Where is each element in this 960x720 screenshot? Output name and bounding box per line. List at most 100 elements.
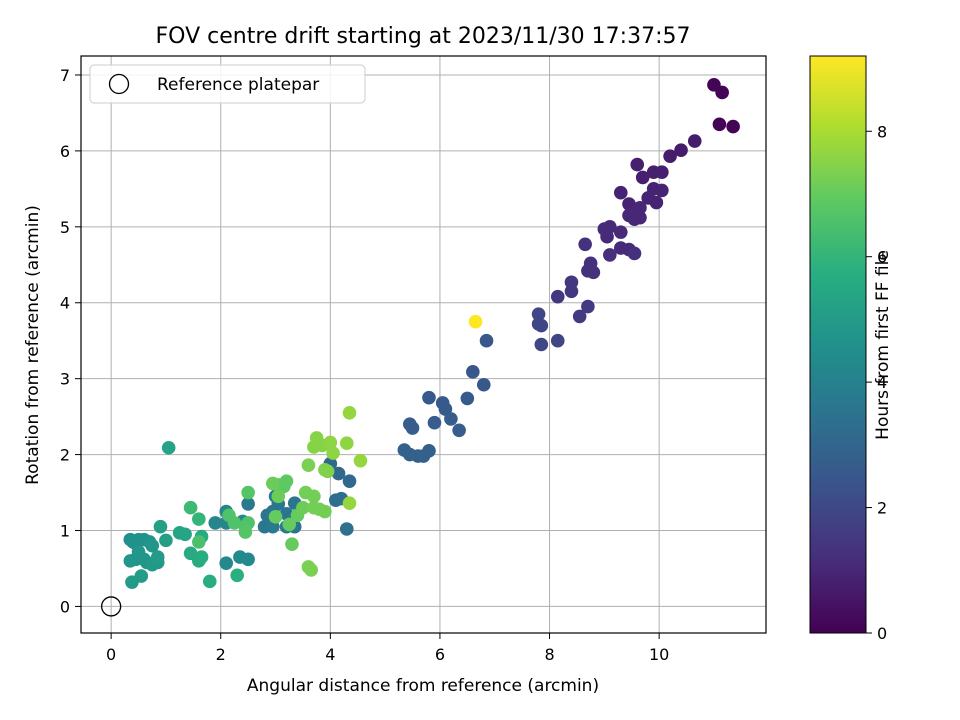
y-tick-label: 2 <box>60 446 70 465</box>
data-point <box>452 423 466 438</box>
reference-marker-layer <box>100 596 122 617</box>
data-point <box>318 504 332 519</box>
y-tick-label: 7 <box>60 66 70 85</box>
data-point <box>460 391 475 406</box>
data-point <box>572 309 587 324</box>
data-point <box>476 377 491 392</box>
colorbar-tick-label: 8 <box>877 122 887 141</box>
data-point <box>339 522 354 536</box>
chart-title: FOV centre drift starting at 2023/11/30 … <box>156 24 691 49</box>
y-tick-label: 6 <box>60 142 70 161</box>
data-point <box>192 535 206 549</box>
data-point <box>715 85 729 100</box>
data-point <box>125 575 139 589</box>
data-point <box>178 527 192 542</box>
data-point <box>279 507 294 521</box>
data-point <box>613 185 628 200</box>
x-axis-label: Angular distance from reference (arcmin) <box>247 676 599 696</box>
data-point <box>150 550 165 564</box>
colorbar-tick-label: 0 <box>877 624 887 643</box>
data-point <box>301 458 316 473</box>
data-point <box>712 117 727 132</box>
legend-label: Reference platepar <box>157 75 319 95</box>
data-point <box>238 525 253 539</box>
data-point <box>534 318 549 333</box>
reference-platepar-marker <box>100 596 122 617</box>
data-point <box>613 225 628 239</box>
x-axis-ticks: 0 2 4 6 8 10 <box>106 633 669 664</box>
data-point <box>405 421 420 435</box>
data-point <box>230 568 244 583</box>
data-point <box>674 143 688 157</box>
data-point <box>145 538 160 553</box>
data-point <box>550 289 565 304</box>
data-point <box>655 165 669 179</box>
data-point <box>479 333 494 348</box>
data-point <box>326 446 340 460</box>
data-point <box>603 248 617 262</box>
colorbar-tick-label: 4 <box>877 373 887 392</box>
data-point <box>353 453 368 468</box>
data-point <box>323 435 338 450</box>
data-point <box>159 533 173 548</box>
x-tick-label: 0 <box>106 645 116 664</box>
data-point <box>663 149 677 164</box>
data-point <box>241 497 255 511</box>
y-tick-label: 4 <box>60 294 70 313</box>
data-point <box>468 314 483 329</box>
data-point <box>633 210 647 225</box>
x-tick-label: 2 <box>216 645 226 664</box>
data-point <box>331 466 346 481</box>
data-point <box>304 563 318 577</box>
data-point <box>444 412 458 426</box>
legend-marker-open-circle <box>108 73 130 95</box>
data-point <box>296 500 310 515</box>
data-point <box>586 265 601 280</box>
data-point <box>649 195 664 210</box>
data-point <box>339 436 354 450</box>
legend-box <box>89 64 366 104</box>
data-point <box>627 246 642 261</box>
y-tick-label: 1 <box>60 522 70 541</box>
grid-lines <box>81 56 766 633</box>
colorbar-ticks: 0 2 4 6 8 <box>866 122 887 643</box>
y-axis-label: Rotation from reference (arcmin) <box>23 205 43 485</box>
data-point <box>279 474 294 488</box>
data-point <box>416 449 431 463</box>
data-point <box>307 489 321 504</box>
colorbar-tick-label: 2 <box>877 499 887 518</box>
data-point <box>320 464 335 479</box>
data-point <box>192 512 206 526</box>
data-point <box>153 519 168 534</box>
data-point <box>227 516 242 530</box>
colorbar-tick-label: 6 <box>877 248 887 267</box>
data-point <box>534 337 549 352</box>
x-tick-label: 10 <box>649 645 669 664</box>
data-point <box>342 474 357 488</box>
data-point <box>282 517 297 532</box>
y-tick-label: 3 <box>60 370 70 389</box>
data-point <box>268 510 283 524</box>
data-point <box>687 134 702 148</box>
data-point <box>342 406 357 420</box>
colorbar-label: Hours from first FF file <box>873 250 893 440</box>
y-tick-label: 0 <box>60 597 70 616</box>
y-axis-ticks: 0 1 2 3 4 5 6 7 <box>60 66 81 616</box>
plot-frame <box>80 55 767 634</box>
data-point <box>285 537 299 551</box>
data-point <box>531 307 546 321</box>
data-point <box>161 440 176 455</box>
data-point <box>633 201 647 215</box>
data-point <box>241 485 255 500</box>
colorbar <box>809 55 867 634</box>
data-point <box>342 496 357 510</box>
data-point <box>202 574 217 589</box>
data-point <box>208 516 223 530</box>
data-point <box>630 157 645 172</box>
data-point <box>466 365 480 379</box>
x-tick-label: 6 <box>435 645 445 664</box>
data-point <box>183 500 198 515</box>
data-point <box>564 284 579 299</box>
data-point <box>581 299 595 314</box>
